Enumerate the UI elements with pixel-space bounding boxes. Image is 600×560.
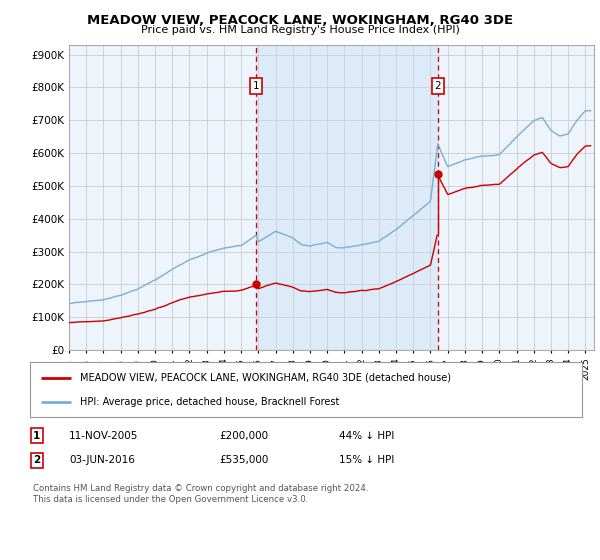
Text: 2: 2 xyxy=(434,81,441,91)
Bar xyxy=(256,45,438,350)
Text: 15% ↓ HPI: 15% ↓ HPI xyxy=(339,455,394,465)
Text: HPI: Average price, detached house, Bracknell Forest: HPI: Average price, detached house, Brac… xyxy=(80,397,339,407)
Text: Price paid vs. HM Land Registry's House Price Index (HPI): Price paid vs. HM Land Registry's House … xyxy=(140,25,460,35)
Text: 44% ↓ HPI: 44% ↓ HPI xyxy=(339,431,394,441)
Text: £535,000: £535,000 xyxy=(219,455,268,465)
Text: 1: 1 xyxy=(253,81,259,91)
Text: MEADOW VIEW, PEACOCK LANE, WOKINGHAM, RG40 3DE (detached house): MEADOW VIEW, PEACOCK LANE, WOKINGHAM, RG… xyxy=(80,373,451,382)
Text: MEADOW VIEW, PEACOCK LANE, WOKINGHAM, RG40 3DE: MEADOW VIEW, PEACOCK LANE, WOKINGHAM, RG… xyxy=(87,14,513,27)
Text: Contains HM Land Registry data © Crown copyright and database right 2024.
This d: Contains HM Land Registry data © Crown c… xyxy=(33,484,368,504)
Text: 1: 1 xyxy=(33,431,40,441)
Text: 2: 2 xyxy=(33,455,40,465)
Text: £200,000: £200,000 xyxy=(219,431,268,441)
Text: 03-JUN-2016: 03-JUN-2016 xyxy=(69,455,135,465)
Text: 11-NOV-2005: 11-NOV-2005 xyxy=(69,431,139,441)
